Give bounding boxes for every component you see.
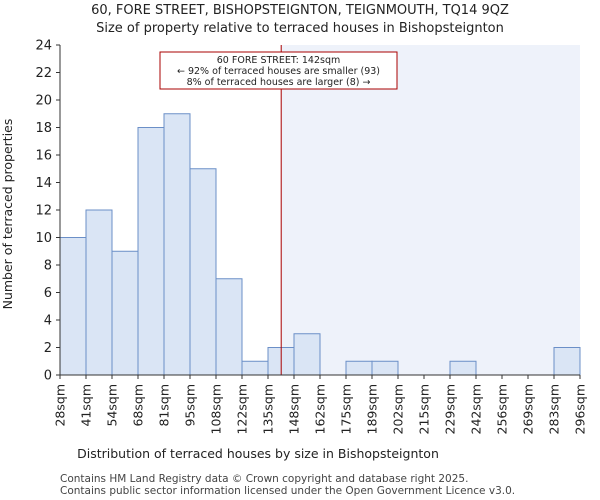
bar-229sqm — [449, 360, 477, 376]
footer-line-2: Contains public sector information licen… — [60, 485, 516, 497]
annotation-line-1: 60 FORE STREET: 142sqm — [217, 55, 340, 66]
x-tick-label-108sqm: 108sqm — [209, 384, 224, 434]
x-tick-label-189sqm: 189sqm — [365, 384, 380, 434]
chart-subtitle: Size of property relative to terraced ho… — [96, 21, 504, 36]
annotation-line-3: 8% of terraced houses are larger (8) → — [187, 77, 371, 88]
bar-122sqm — [241, 360, 269, 376]
x-tick-label-162sqm: 162sqm — [313, 384, 328, 434]
y-tick-label-18: 18 — [35, 121, 52, 136]
x-tick-label-283sqm: 283sqm — [547, 384, 562, 434]
bar-68sqm — [137, 127, 165, 376]
bar-95sqm — [189, 168, 217, 376]
y-tick-label-22: 22 — [35, 66, 52, 81]
x-tick-label-122sqm: 122sqm — [235, 384, 250, 434]
bar-41sqm — [85, 209, 113, 376]
x-tick-label-242sqm: 242sqm — [469, 384, 484, 434]
bar-283sqm — [553, 347, 581, 376]
x-tick-label-28sqm: 28sqm — [53, 384, 68, 427]
y-tick-label-16: 16 — [35, 149, 52, 164]
x-tick-label-54sqm: 54sqm — [105, 384, 120, 427]
y-tick-label-24: 24 — [35, 39, 52, 54]
y-tick-label-14: 14 — [35, 176, 52, 191]
annotation-box — [159, 51, 398, 90]
bar-81sqm — [163, 113, 191, 376]
y-tick-label-20: 20 — [35, 94, 52, 109]
x-tick-label-175sqm: 175sqm — [339, 384, 354, 434]
x-tick-label-202sqm: 202sqm — [391, 384, 406, 434]
x-tick-label-256sqm: 256sqm — [495, 384, 510, 434]
x-axis-label: Distribution of terraced houses by size … — [77, 446, 439, 461]
x-tick-label-296sqm: 296sqm — [573, 384, 588, 434]
x-tick-label-68sqm: 68sqm — [131, 384, 146, 427]
annotation-line-2: ← 92% of terraced houses are smaller (93… — [177, 66, 380, 77]
y-tick-label-6: 6 — [44, 286, 52, 301]
bar-28sqm — [59, 237, 87, 376]
x-tick-label-135sqm: 135sqm — [261, 384, 276, 434]
bar-148sqm — [293, 333, 321, 376]
y-tick-label-10: 10 — [35, 231, 52, 246]
y-tick-label-0: 0 — [44, 369, 52, 384]
y-tick-label-8: 8 — [44, 259, 52, 274]
y-axis-label: Number of terraced properties — [0, 119, 15, 310]
bar-175sqm — [345, 360, 373, 376]
y-tick-label-4: 4 — [44, 314, 52, 329]
y-tick-label-12: 12 — [35, 204, 52, 219]
x-tick-label-215sqm: 215sqm — [417, 384, 432, 434]
x-tick-label-41sqm: 41sqm — [79, 384, 94, 427]
x-tick-label-81sqm: 81sqm — [157, 384, 172, 427]
x-tick-label-95sqm: 95sqm — [183, 384, 198, 427]
bar-54sqm — [111, 250, 139, 376]
bar-189sqm — [371, 360, 399, 376]
x-tick-label-269sqm: 269sqm — [521, 384, 536, 434]
x-tick-label-148sqm: 148sqm — [287, 384, 302, 434]
larger-region-shade — [281, 45, 580, 375]
bar-108sqm — [215, 278, 243, 376]
y-tick-label-2: 2 — [44, 341, 52, 356]
chart-title: 60, FORE STREET, BISHOPSTEIGNTON, TEIGNM… — [91, 3, 509, 18]
footer-line-1: Contains HM Land Registry data © Crown c… — [60, 473, 469, 485]
x-tick-label-229sqm: 229sqm — [443, 384, 458, 434]
